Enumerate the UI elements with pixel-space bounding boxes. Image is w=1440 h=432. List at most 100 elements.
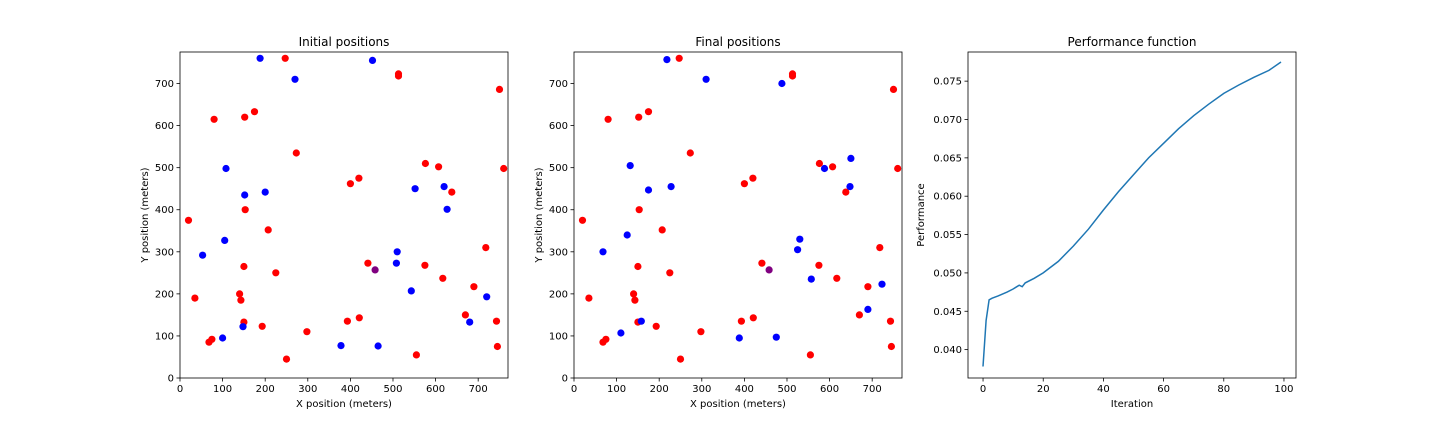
initial-positions-point-red <box>208 335 216 343</box>
initial-positions-x-tick-label: 700 <box>469 384 488 395</box>
final-positions-point-red <box>578 216 587 224</box>
final-positions-point-red <box>604 115 612 123</box>
final-positions-point-red <box>806 351 815 359</box>
initial-positions-axes-frame <box>179 51 509 379</box>
initial-positions-point-blue <box>241 191 249 199</box>
performance-y-tick-label: 0.045 <box>933 307 962 318</box>
final-positions-point-red <box>585 294 593 302</box>
initial-positions-point-red <box>421 261 429 269</box>
initial-positions-title: Initial positions <box>299 35 390 49</box>
initial-positions-point-red <box>495 85 504 93</box>
initial-positions-point-red <box>364 259 372 267</box>
final-positions-point-red <box>749 174 757 182</box>
initial-positions-point-red <box>258 322 266 330</box>
initial-positions-point-red <box>282 355 291 363</box>
performance-x-tick-label: 20 <box>1037 384 1050 395</box>
final-positions-x-tick-label: 500 <box>777 384 796 395</box>
initial-positions-point-red <box>421 159 429 168</box>
initial-positions-x-tick-label: 100 <box>213 384 232 395</box>
initial-positions-x-tick-label: 500 <box>383 384 402 395</box>
performance-y-tick-label: 0.065 <box>933 153 962 164</box>
initial-positions-y-axis-label: Y position (meters) <box>140 167 151 263</box>
initial-positions-point-red <box>439 274 447 282</box>
performance-axes-frame <box>967 51 1297 379</box>
final-positions-y-tick-label: 400 <box>549 205 568 216</box>
final-positions-point-red <box>634 262 642 271</box>
final-positions-point-red <box>666 269 674 277</box>
final-positions-x-axis-label: X position (meters) <box>690 399 786 410</box>
final-positions-point-red <box>855 311 864 319</box>
initial-positions-point-blue <box>443 205 451 213</box>
final-positions-x-tick-label: 0 <box>571 384 577 395</box>
final-positions-point-blue <box>617 329 625 337</box>
final-positions-point-blue <box>735 334 743 342</box>
final-positions-y-axis-label: Y position (meters) <box>534 167 545 263</box>
final-positions-point-red <box>631 296 639 304</box>
final-positions-x-tick-label: 300 <box>692 384 711 395</box>
initial-positions-point-blue <box>256 54 264 62</box>
initial-positions-point-red <box>343 317 351 325</box>
final-positions-point-blue <box>847 154 855 162</box>
initial-positions-y-tick-label: 600 <box>155 121 174 132</box>
initial-positions-point-blue <box>291 75 299 83</box>
final-positions-point-blue <box>878 280 886 288</box>
initial-positions-point-blue <box>368 56 377 64</box>
initial-positions-point-red <box>184 216 193 224</box>
final-positions-y-tick-label: 500 <box>549 163 568 174</box>
final-positions-point-red <box>697 328 705 336</box>
performance-y-tick-label: 0.050 <box>933 268 962 279</box>
final-positions-point-red <box>833 274 841 282</box>
initial-positions-point-red <box>461 311 469 319</box>
final-positions-point-red <box>676 355 685 363</box>
performance-y-tick-label: 0.070 <box>933 115 962 126</box>
initial-positions-point-blue <box>466 318 474 326</box>
final-positions-point-red <box>740 180 749 188</box>
initial-positions-y-tick-label: 700 <box>155 79 174 90</box>
final-positions-x-tick-label: 700 <box>863 384 882 395</box>
initial-positions-point-red <box>240 262 248 271</box>
final-positions-point-blue <box>794 246 802 254</box>
final-positions-panel: Final positions X position (meters) Y po… <box>534 35 903 410</box>
final-positions-point-purple <box>765 266 773 274</box>
initial-positions-y-tick-label: 200 <box>155 289 174 300</box>
initial-positions-y-tick-label: 500 <box>155 163 174 174</box>
final-positions-point-red <box>658 226 666 234</box>
final-positions-point-blue <box>820 164 829 173</box>
final-positions-point-red <box>644 108 653 116</box>
initial-positions-point-red <box>241 206 249 214</box>
initial-positions-point-red <box>237 296 245 304</box>
initial-positions-point-blue <box>219 334 227 342</box>
initial-positions-point-blue <box>393 248 401 256</box>
performance-x-tick-label: 100 <box>1274 384 1293 395</box>
performance-x-tick-label: 40 <box>1097 384 1110 395</box>
performance-function-panel: Performance function Iteration Performan… <box>916 35 1297 410</box>
initial-positions-x-axis-label: X position (meters) <box>296 399 392 410</box>
initial-positions-point-blue <box>483 293 491 301</box>
final-positions-point-red <box>749 314 757 322</box>
final-positions-point-red <box>864 283 872 291</box>
initial-positions-y-tick-label: 300 <box>155 247 174 258</box>
initial-positions-point-red <box>492 317 501 325</box>
final-positions-point-red <box>635 206 643 214</box>
initial-positions-y-tick-label: 100 <box>155 331 174 342</box>
initial-positions-point-blue <box>374 342 382 350</box>
final-positions-title: Final positions <box>695 35 780 49</box>
initial-positions-point-red <box>346 180 354 188</box>
initial-positions-point-red <box>191 294 199 302</box>
initial-positions-point-red <box>236 290 244 298</box>
initial-positions-point-blue <box>411 185 419 193</box>
initial-positions-point-red <box>210 115 218 123</box>
final-positions-x-tick-label: 600 <box>820 384 839 395</box>
performance-y-tick-label: 0.055 <box>933 230 962 241</box>
final-positions-point-red <box>737 317 746 325</box>
performance-function-title: Performance function <box>1068 35 1197 49</box>
final-positions-x-tick-label: 200 <box>650 384 669 395</box>
final-positions-point-blue <box>667 183 675 191</box>
initial-positions-x-tick-label: 600 <box>426 384 445 395</box>
final-positions-point-blue <box>702 75 710 83</box>
final-positions-point-red <box>887 342 896 351</box>
initial-positions-point-red <box>470 283 478 291</box>
initial-positions-point-blue <box>261 188 269 196</box>
